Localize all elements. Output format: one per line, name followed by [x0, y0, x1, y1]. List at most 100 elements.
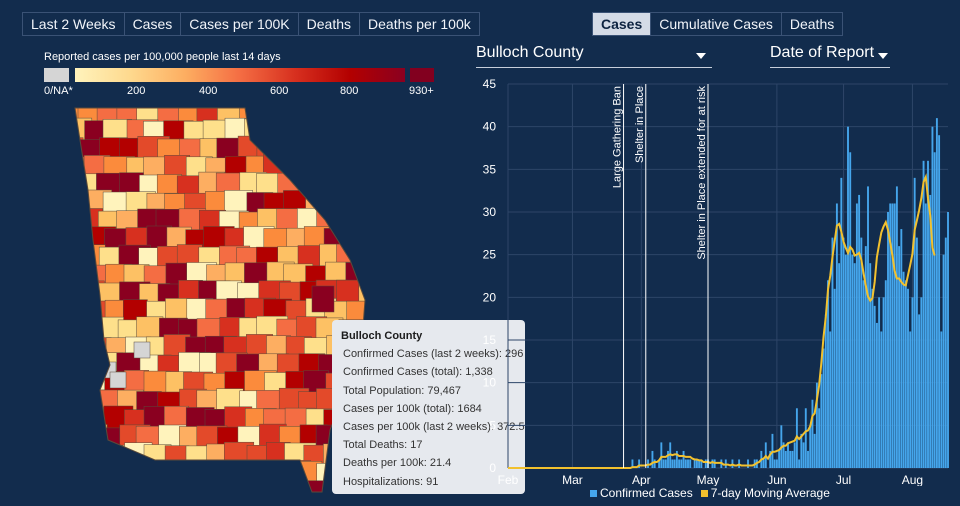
county-shape[interactable]	[60, 244, 87, 270]
tab-deaths-per-100k[interactable]: Deaths per 100k	[368, 16, 471, 32]
county-shape[interactable]	[136, 316, 164, 339]
county-shape[interactable]	[76, 424, 108, 450]
tab-cases[interactable]: Cases	[593, 13, 652, 35]
tab-deaths[interactable]: Deaths	[299, 13, 361, 35]
county-shape[interactable]	[196, 499, 222, 500]
county-shape[interactable]	[60, 496, 89, 500]
county-shape[interactable]	[359, 104, 380, 130]
tab-cumulative-cases[interactable]: Cumulative Cases	[651, 13, 782, 35]
county-shape[interactable]	[336, 210, 367, 238]
county-shape[interactable]	[125, 480, 157, 500]
county-shape[interactable]	[60, 208, 92, 235]
county-shape[interactable]	[60, 354, 84, 378]
county-shape[interactable]	[237, 499, 268, 500]
county-shape[interactable]	[60, 462, 87, 489]
county-shape[interactable]	[316, 174, 344, 201]
county-shape[interactable]	[60, 389, 87, 413]
county-shape[interactable]	[66, 300, 98, 328]
county-shape[interactable]	[135, 460, 168, 483]
county-shape[interactable]	[64, 406, 92, 429]
county-shape[interactable]	[343, 118, 369, 142]
county-shape[interactable]	[220, 499, 250, 500]
date-mode-select[interactable]: Date of Report	[770, 44, 890, 68]
county-shape[interactable]	[344, 153, 373, 177]
county-shape-na[interactable]	[109, 371, 127, 389]
county-shape[interactable]	[363, 154, 380, 180]
county-shape-na[interactable]	[133, 341, 151, 359]
tab-cases[interactable]: Cases	[125, 13, 182, 35]
county-shape[interactable]	[367, 264, 381, 286]
county-shape[interactable]	[85, 479, 116, 500]
county-shape[interactable]	[317, 499, 343, 500]
county-shape[interactable]	[66, 442, 92, 470]
county-shape[interactable]	[298, 499, 328, 500]
county-shape[interactable]	[356, 137, 380, 162]
georgia-county-map[interactable]	[60, 100, 380, 500]
county-shape[interactable]	[78, 318, 104, 342]
county-shape[interactable]	[263, 117, 293, 140]
county-shape[interactable]	[78, 460, 107, 486]
county-shape[interactable]	[85, 443, 117, 466]
county-shape[interactable]	[60, 174, 87, 197]
county-shape[interactable]	[338, 101, 365, 127]
county-shape[interactable]	[99, 461, 132, 489]
county-shape[interactable]	[119, 463, 150, 487]
county-shape[interactable]	[364, 189, 380, 216]
county-shape[interactable]	[335, 138, 365, 164]
county-shape[interactable]	[344, 227, 373, 255]
county-shape[interactable]	[60, 425, 89, 450]
county-shape[interactable]	[178, 460, 205, 487]
county-shape[interactable]	[222, 480, 255, 500]
county-select[interactable]: Bulloch County	[476, 44, 712, 68]
county-shape-bulloch[interactable]	[311, 285, 335, 313]
county-shape[interactable]	[286, 155, 318, 180]
county-shape[interactable]	[299, 101, 328, 126]
county-shape[interactable]	[103, 480, 135, 500]
county-shape[interactable]	[64, 227, 89, 250]
county-shape[interactable]	[76, 351, 108, 380]
county-shape[interactable]	[276, 100, 304, 126]
county-shape[interactable]	[244, 478, 271, 500]
county-shape[interactable]	[145, 479, 176, 500]
county-shape[interactable]	[299, 138, 325, 161]
county-shape[interactable]	[283, 119, 311, 142]
county-shape[interactable]	[345, 190, 371, 215]
county-shape[interactable]	[365, 120, 380, 144]
county-shape[interactable]	[178, 497, 205, 500]
county-shape[interactable]	[337, 175, 363, 200]
tab-deaths[interactable]: Deaths	[789, 16, 835, 32]
county-shape[interactable]	[258, 103, 285, 126]
county-shape[interactable]	[356, 174, 380, 198]
county-shape[interactable]	[304, 120, 332, 148]
county-shape[interactable]	[60, 315, 84, 343]
county-shape[interactable]	[316, 137, 346, 161]
county-shape[interactable]	[279, 498, 304, 500]
county-shape[interactable]	[60, 283, 87, 310]
county-shape[interactable]	[217, 461, 245, 486]
county-shape[interactable]	[363, 229, 380, 257]
county-shape[interactable]	[325, 118, 353, 141]
county-shape[interactable]	[319, 102, 348, 125]
county-shape[interactable]	[257, 497, 286, 500]
tab-cases-per-100k[interactable]: Cases per 100K	[181, 13, 299, 35]
county-shape[interactable]	[204, 477, 234, 500]
tab-last-2-weeks[interactable]: Last 2 Weeks	[23, 13, 125, 35]
county-shape[interactable]	[195, 461, 222, 488]
county-shape[interactable]	[159, 497, 184, 500]
county-shape[interactable]	[358, 281, 380, 308]
county-shape[interactable]	[66, 372, 92, 395]
county-shape[interactable]	[266, 480, 292, 501]
county-shape[interactable]	[157, 460, 183, 487]
county-shape[interactable]	[65, 481, 91, 500]
county-shape[interactable]	[258, 461, 287, 485]
county-shape[interactable]	[356, 247, 380, 270]
county-shape[interactable]	[326, 189, 352, 213]
county-shape[interactable]	[306, 155, 333, 179]
county-shape[interactable]	[302, 480, 336, 500]
county-shape[interactable]	[277, 139, 304, 163]
county-shape[interactable]	[66, 333, 97, 358]
county-shape[interactable]	[60, 137, 84, 165]
county-shape[interactable]	[236, 462, 269, 486]
county-shape[interactable]	[324, 155, 357, 182]
county-shape[interactable]	[357, 210, 380, 238]
